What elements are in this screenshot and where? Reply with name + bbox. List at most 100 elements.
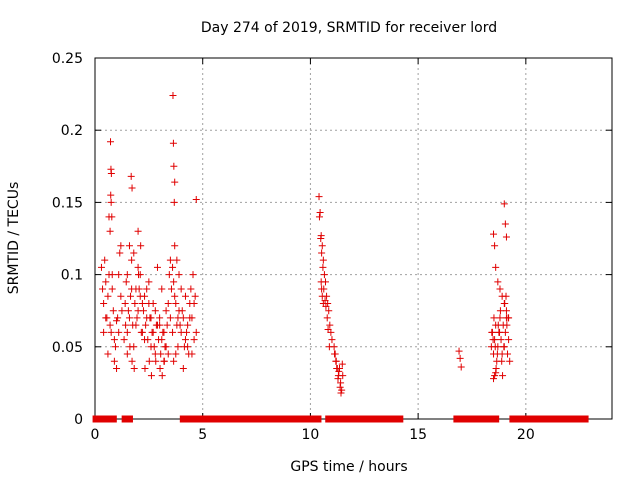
y-tick-label: 0.1 — [61, 268, 83, 284]
data-point — [501, 220, 509, 228]
data-point — [179, 364, 187, 372]
data-point — [488, 328, 496, 336]
data-point — [108, 271, 116, 279]
x-tick-label: 5 — [198, 427, 207, 443]
data-point — [108, 213, 116, 221]
data-point — [156, 314, 164, 322]
x-tick-label: 0 — [91, 427, 100, 443]
data-point — [128, 184, 136, 192]
data-point — [157, 350, 165, 358]
data-point — [169, 328, 177, 336]
data-point — [100, 328, 108, 336]
data-point — [506, 357, 514, 365]
chart-title: Day 274 of 2019, SRMTID for receiver lor… — [201, 20, 497, 36]
data-point — [184, 321, 192, 329]
data-point — [166, 256, 174, 264]
data-point — [320, 271, 328, 279]
data-point — [134, 263, 142, 271]
data-point — [170, 357, 178, 365]
data-point — [107, 138, 115, 146]
data-point — [145, 357, 153, 365]
data-point — [338, 386, 346, 394]
data-point — [328, 336, 336, 344]
zero-level-point-run — [340, 415, 404, 423]
x-axis-title: GPS time / hours — [290, 459, 407, 475]
data-point — [101, 256, 109, 264]
data-point — [128, 357, 136, 365]
data-point — [178, 307, 186, 315]
data-point — [147, 314, 155, 322]
data-point — [181, 336, 189, 344]
data-point — [107, 191, 115, 199]
data-point — [490, 314, 498, 322]
data-point — [97, 263, 105, 271]
data-point — [145, 278, 153, 286]
data-point — [335, 367, 343, 375]
data-point — [496, 314, 504, 322]
data-point — [165, 271, 173, 279]
data-point — [324, 325, 332, 333]
data-point — [110, 336, 118, 344]
data-point — [491, 343, 499, 351]
data-point — [163, 321, 171, 329]
data-point — [104, 350, 112, 358]
data-point — [190, 299, 198, 307]
data-point — [336, 383, 344, 391]
data-point — [184, 343, 192, 351]
data-point — [326, 321, 334, 329]
data-point — [490, 375, 498, 383]
data-point — [502, 233, 510, 241]
data-point — [496, 285, 504, 293]
data-point — [102, 278, 110, 286]
data-point — [135, 271, 143, 279]
data-point — [500, 200, 508, 208]
data-point — [170, 278, 178, 286]
data-point — [159, 328, 167, 336]
data-point — [170, 198, 178, 206]
data-point — [123, 271, 131, 279]
data-point — [500, 343, 508, 351]
data-point — [498, 357, 506, 365]
data-point — [120, 336, 128, 344]
data-point — [115, 271, 123, 279]
y-tick-label: 0.15 — [52, 195, 83, 211]
data-point — [502, 307, 510, 315]
data-point — [129, 321, 137, 329]
data-point — [170, 162, 178, 170]
data-point — [491, 372, 499, 380]
data-point — [156, 364, 164, 372]
data-point — [318, 292, 326, 300]
data-point — [124, 307, 132, 315]
data-point — [334, 375, 342, 383]
data-point — [318, 249, 326, 257]
zero-level-point-run — [325, 415, 342, 423]
x-tick-label: 20 — [517, 427, 535, 443]
data-point — [155, 336, 163, 344]
data-point — [325, 307, 333, 315]
data-point — [118, 307, 126, 315]
data-point — [162, 307, 170, 315]
x-tick-label: 15 — [409, 427, 427, 443]
data-point — [132, 285, 140, 293]
data-point — [315, 213, 323, 221]
data-point — [151, 307, 159, 315]
data-point — [339, 372, 347, 380]
data-point — [125, 242, 133, 250]
axis-ticks: 0 5 10 15 20 0 0.05 0.1 0.15 0.2 0.25 — [52, 51, 612, 443]
data-point — [156, 321, 164, 329]
zero-level-point-run — [453, 415, 500, 423]
data-point — [130, 364, 138, 372]
data-point — [456, 354, 464, 362]
data-point — [317, 278, 325, 286]
data-point — [175, 271, 183, 279]
data-point — [134, 227, 142, 235]
data-point — [123, 328, 131, 336]
data-point — [176, 321, 184, 329]
data-point — [164, 350, 172, 358]
data-point — [174, 343, 182, 351]
data-point — [181, 292, 189, 300]
data-point — [183, 328, 191, 336]
data-point — [317, 235, 325, 242]
data-point — [127, 292, 135, 300]
